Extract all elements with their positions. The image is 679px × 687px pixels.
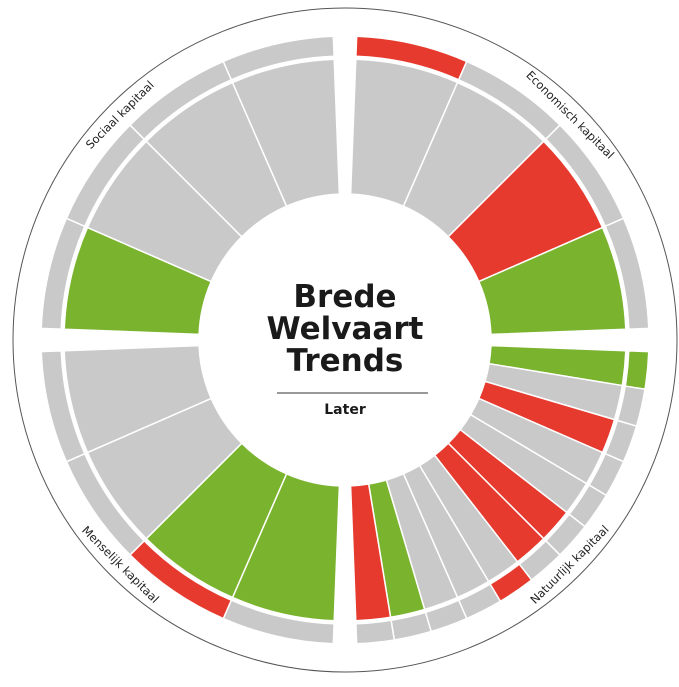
center-title: Trends: [287, 343, 404, 379]
rings: [40, 35, 650, 645]
center-circle: [199, 194, 491, 486]
outer-segment: [40, 350, 86, 463]
center-title: Brede: [293, 279, 396, 315]
center-title: Welvaart: [267, 311, 424, 347]
outer-circle: [12, 7, 678, 673]
outer-segment: [624, 350, 650, 391]
center-subtitle: Later: [324, 402, 366, 418]
outer-segment: [222, 35, 335, 81]
outer-segment: [604, 217, 650, 330]
outer-segment: [355, 619, 396, 645]
